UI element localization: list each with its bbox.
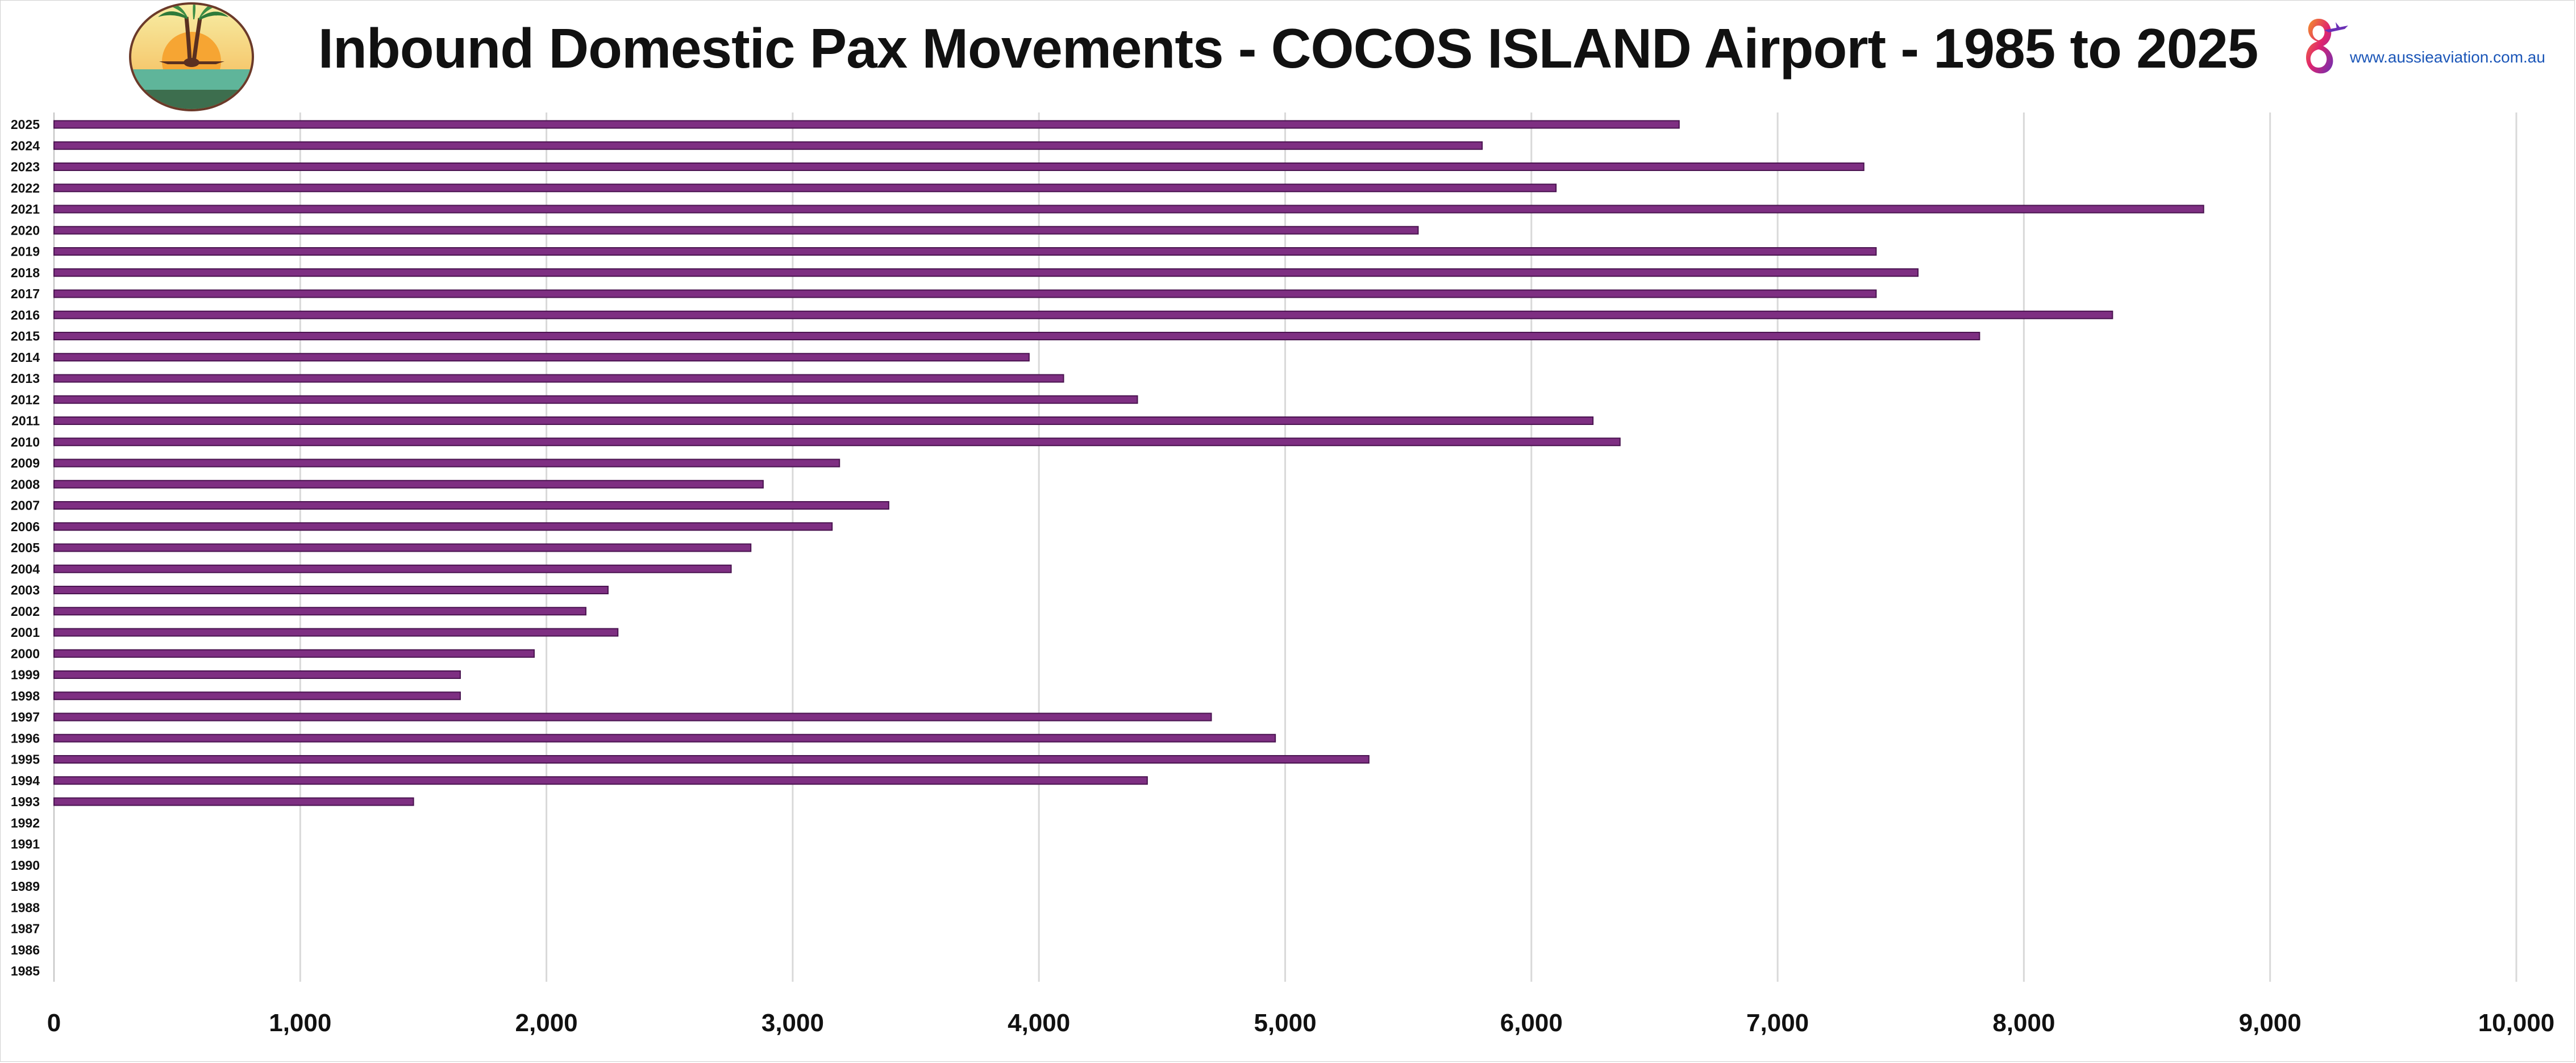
x-tick-label: 0 bbox=[47, 1009, 61, 1037]
y-tick-label: 1999 bbox=[11, 668, 40, 682]
bar-2005 bbox=[53, 543, 752, 552]
x-tick-label: 1,000 bbox=[269, 1009, 331, 1037]
x-tick-label: 2,000 bbox=[515, 1009, 578, 1037]
bar-2024 bbox=[53, 141, 1483, 150]
bar-2017 bbox=[53, 289, 1877, 298]
bar-2025 bbox=[53, 120, 1680, 129]
x-tick-label: 6,000 bbox=[1500, 1009, 1563, 1037]
bar-2003 bbox=[53, 586, 609, 594]
y-tick-label: 2005 bbox=[11, 540, 40, 555]
y-tick-label: 2024 bbox=[11, 138, 40, 153]
y-tick-label: 2015 bbox=[11, 329, 40, 344]
bar-2021 bbox=[53, 205, 2204, 214]
bar-2002 bbox=[53, 607, 586, 616]
x-tick-label: 8,000 bbox=[1992, 1009, 2055, 1037]
bar-2023 bbox=[53, 162, 1865, 171]
y-tick-label: 1998 bbox=[11, 689, 40, 703]
bar-2007 bbox=[53, 501, 889, 510]
bar-2009 bbox=[53, 458, 840, 468]
y-tick-label: 2010 bbox=[11, 435, 40, 449]
y-tick-label: 2014 bbox=[11, 350, 40, 365]
y-tick-label: 2016 bbox=[11, 307, 40, 322]
y-tick-label: 2009 bbox=[11, 456, 40, 470]
y-tick-label: 1996 bbox=[11, 731, 40, 745]
y-tick-label: 2008 bbox=[11, 477, 40, 491]
x-tick-label: 10,000 bbox=[2478, 1009, 2555, 1037]
y-tick-label: 1992 bbox=[11, 815, 40, 830]
y-tick-label: 2000 bbox=[11, 646, 40, 661]
bar-1999 bbox=[53, 670, 461, 679]
y-tick-label: 1995 bbox=[11, 752, 40, 767]
bar-2014 bbox=[53, 353, 1030, 362]
y-tick-label: 1988 bbox=[11, 900, 40, 915]
bar-2016 bbox=[53, 310, 2113, 319]
y-tick-label: 2020 bbox=[11, 223, 40, 237]
y-tick-label: 2004 bbox=[11, 561, 40, 576]
bar-2001 bbox=[53, 628, 619, 637]
bar-2008 bbox=[53, 480, 764, 489]
y-tick-label: 2017 bbox=[11, 286, 40, 301]
aussie-aviation-logo-icon bbox=[2296, 14, 2350, 82]
y-tick-label: 2012 bbox=[11, 392, 40, 407]
y-tick-label: 1993 bbox=[11, 794, 40, 809]
bar-2012 bbox=[53, 395, 1138, 404]
y-tick-label: 1986 bbox=[11, 943, 40, 957]
y-tick-label: 1989 bbox=[11, 879, 40, 894]
x-tick-label: 3,000 bbox=[761, 1009, 824, 1037]
y-tick-label: 1997 bbox=[11, 710, 40, 724]
bar-1993 bbox=[53, 797, 414, 806]
y-tick-label: 2023 bbox=[11, 160, 40, 174]
bar-1996 bbox=[53, 733, 1276, 743]
bar-2006 bbox=[53, 522, 833, 531]
bar-2015 bbox=[53, 332, 1980, 340]
y-tick-label: 1994 bbox=[11, 773, 40, 788]
y-tick-labels: 2025 2024 2023 2022 2021 2020 2019 2018 2017 2016… bbox=[11, 117, 40, 978]
bar-1995 bbox=[53, 755, 1370, 764]
y-tick-label: 2011 bbox=[11, 414, 40, 428]
bar-2011 bbox=[53, 416, 1594, 425]
y-tick-label: 1990 bbox=[11, 858, 40, 873]
x-tick-labels: 0 1,000 2,000 3,000 4,000 5,000 6,000 7,000 8,00… bbox=[47, 1009, 2555, 1037]
y-tick-label: 2022 bbox=[11, 181, 40, 195]
y-tick-label: 1985 bbox=[11, 964, 40, 978]
y-tick-label: 2019 bbox=[11, 244, 40, 259]
x-tick-label: 5,000 bbox=[1254, 1009, 1316, 1037]
tropical-island-plane-logo-icon bbox=[125, 0, 259, 114]
bar-2020 bbox=[53, 226, 1419, 235]
bar-1998 bbox=[53, 691, 461, 701]
bar-2018 bbox=[53, 268, 1919, 277]
bars bbox=[53, 120, 2204, 806]
y-tick-label: 2013 bbox=[11, 371, 40, 386]
y-tick-label: 2018 bbox=[11, 265, 40, 280]
y-tick-label: 2021 bbox=[11, 202, 40, 216]
x-tick-label: 7,000 bbox=[1746, 1009, 1809, 1037]
y-tick-label: 2007 bbox=[11, 498, 40, 513]
y-tick-label: 2001 bbox=[11, 625, 40, 640]
bar-2019 bbox=[53, 247, 1877, 256]
y-tick-label: 2006 bbox=[11, 519, 40, 534]
brand-url[interactable]: www.aussieaviation.com.au bbox=[2350, 48, 2545, 66]
bar-2000 bbox=[53, 649, 535, 658]
gridlines bbox=[53, 112, 2517, 982]
x-tick-label: 4,000 bbox=[1008, 1009, 1070, 1037]
bar-2022 bbox=[53, 184, 1557, 193]
bar-1994 bbox=[53, 776, 1148, 785]
bar-2010 bbox=[53, 437, 1621, 447]
chart-title: Inbound Domestic Pax Movements - COCOS I… bbox=[318, 17, 2259, 80]
y-tick-label: 2003 bbox=[11, 583, 40, 598]
y-tick-label: 2025 bbox=[11, 117, 40, 132]
bar-2004 bbox=[53, 564, 732, 573]
bar-1997 bbox=[53, 712, 1212, 722]
brand-logo[interactable]: www.aussieaviation.com.au bbox=[2296, 14, 2546, 88]
y-tick-label: 2002 bbox=[11, 604, 40, 619]
y-tick-label: 1991 bbox=[11, 837, 40, 852]
bar-2013 bbox=[53, 374, 1064, 383]
y-tick-label: 1987 bbox=[11, 922, 40, 936]
x-tick-label: 9,000 bbox=[2239, 1009, 2302, 1037]
